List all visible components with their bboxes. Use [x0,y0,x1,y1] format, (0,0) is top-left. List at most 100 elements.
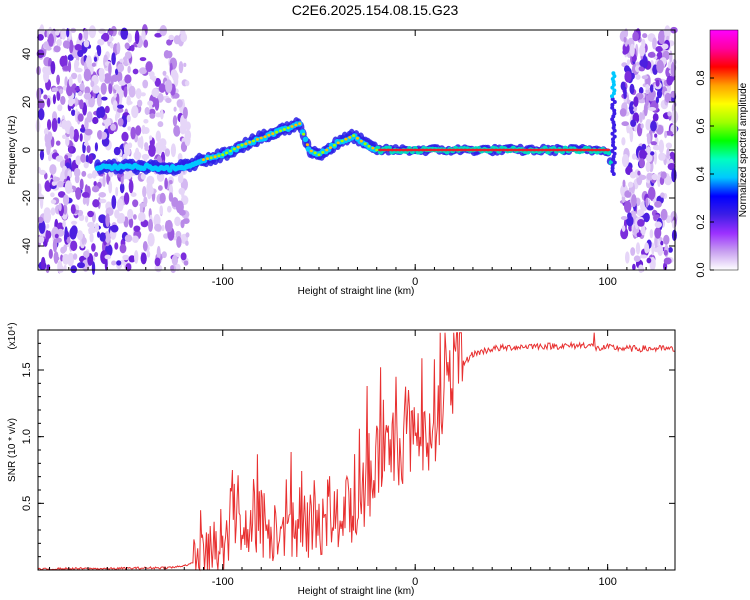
noise-blob [116,217,123,224]
noise-blob [89,232,94,243]
x-tick-label: 0 [412,276,418,288]
noise-blob [63,264,67,271]
noise-blob [628,186,632,193]
noise-blob [667,61,672,69]
noise-blob [140,92,146,97]
trace-core [585,148,592,152]
noise-blob [124,74,132,84]
noise-blob [74,97,79,107]
noise-blob [83,161,89,169]
trace-core [213,155,217,159]
noise-blob [109,42,114,49]
noise-blob [174,263,181,272]
noise-blob [65,40,70,50]
noise-blob [623,36,627,43]
trace-core [424,148,430,152]
trace-core [336,141,340,145]
trace-core [593,148,599,152]
noise-blob [660,208,668,221]
noise-blob [53,45,61,53]
noise-blob [646,205,654,211]
noise-blob [87,221,95,228]
noise-blob [100,82,107,95]
y-tick-label: -20 [21,190,33,206]
noise-blob [624,28,629,38]
snr-ylabel: SNR (10 * v/v) [7,418,18,482]
trace-core [259,136,263,140]
noise-blob [130,44,135,52]
noise-blob [657,244,664,256]
trace-core [570,148,576,152]
noise-blob [50,192,55,198]
noise-blob [165,220,170,232]
noise-blob [663,249,668,256]
noise-blob [99,198,107,204]
trace-core [325,148,329,152]
noise-blob [98,192,107,198]
noise-blob [148,71,155,78]
noise-blob [137,99,143,108]
noise-blob [86,145,91,154]
noise-blob [55,140,61,146]
noise-blob [76,230,84,241]
noise-blob [637,98,646,104]
noise-blob [184,121,191,131]
trace-core [240,143,244,147]
noise-blob [49,164,57,175]
trace-core [543,148,549,152]
noise-blob [72,253,78,260]
noise-blob [56,74,60,86]
trace-core [416,148,422,152]
trace-core [547,148,553,152]
noise-blob [178,187,186,195]
noise-blob [51,87,59,92]
noise-blob [55,29,60,36]
noise-blob [145,61,153,73]
noise-blob [39,24,45,37]
noise-blob [144,145,150,152]
noise-blob [180,32,188,43]
trace-core [551,148,557,152]
trace-core [205,157,209,161]
noise-blob [135,88,142,100]
trace-core [451,148,457,152]
trace-core [389,148,395,152]
trace-core [531,148,538,152]
trace-core [439,148,445,152]
noise-blob [111,260,117,266]
noise-blob [637,170,641,176]
x-tick-label: 100 [598,576,616,588]
trace-core [232,147,236,151]
noise-blob [130,126,136,140]
noise-blob [57,191,66,198]
noise-blob [62,220,66,228]
noise-blob [37,99,45,110]
noise-blob [185,232,190,238]
noise-blob [630,210,637,217]
noise-blob [127,33,132,43]
noise-blob [620,81,626,91]
noise-blob [644,242,650,254]
noise-blob [127,126,132,131]
x-tick-label: 0 [412,576,418,588]
trace-core [558,148,565,152]
trace-core [420,148,426,152]
noise-blob [671,168,677,183]
noise-blob [640,123,644,129]
noise-blob [112,100,118,112]
snr-ticks: -100 0 100 0.5 1.0 1.5 [21,330,675,588]
noise-blob [74,174,80,184]
noise-blob [170,265,175,271]
noise-blob [121,131,129,142]
noise-blob [61,27,67,40]
noise-blob [83,142,89,147]
noise-blob [654,227,662,239]
noise-blob [140,135,144,150]
noise-blob [665,67,672,78]
noise-blob [91,62,96,67]
noise-blob [167,205,172,213]
noise-blob [111,52,116,66]
trace-core [404,148,411,152]
trace-core [321,151,325,154]
trace-spike [611,140,616,145]
